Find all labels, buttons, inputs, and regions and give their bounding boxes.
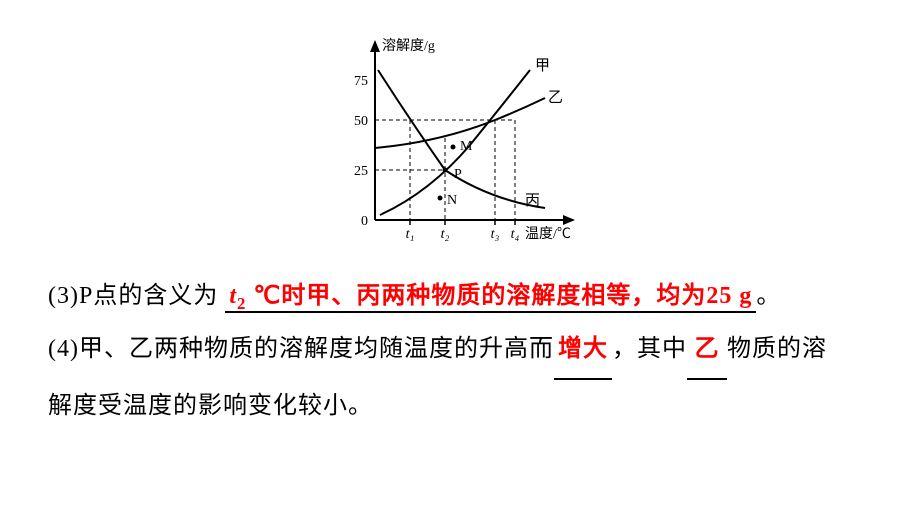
point-p [443, 168, 448, 173]
label-p: P [454, 167, 462, 182]
q3-answer: t2 ℃时甲、丙两种物质的溶解度相等，均为25 g [225, 283, 756, 313]
question-4-line2: 解度受温度的影响变化较小。 [48, 380, 872, 433]
question-3: (3)P点的含义为 t2 ℃时甲、丙两种物质的溶解度相等，均为25 g。 [48, 270, 872, 323]
q4-part4: 解度受温度的影响变化较小。 [48, 393, 373, 419]
y-axis-label: 溶解度/g [382, 38, 435, 54]
xtick-t1: t₁ [406, 227, 415, 242]
q4-part3: 物质的溶 [727, 336, 827, 362]
chart-container: 0 25 50 75 溶解度/g 温度/℃ t₁ t₂ t₃ t₄ 甲 乙 丙 [0, 0, 920, 270]
label-bing: 丙 [525, 193, 540, 209]
x-axis-arrow [563, 215, 575, 225]
label-yi: 乙 [548, 90, 563, 106]
q4-part1: (4)甲、乙两种物质的溶解度均随温度的升高而 [48, 336, 554, 362]
label-jia: 甲 [535, 58, 550, 74]
q4-blank1: 增大 [554, 323, 612, 380]
ytick-25: 25 [354, 164, 368, 179]
point-n [438, 196, 443, 201]
question-4-line1: (4)甲、乙两种物质的溶解度均随温度的升高而增大，其中乙物质的溶 [48, 323, 872, 380]
xtick-t2: t₂ [441, 227, 450, 242]
q4-blank2: 乙 [687, 323, 727, 380]
point-m [451, 145, 456, 150]
ytick-50: 50 [354, 114, 368, 129]
questions-block: (3)P点的含义为 t2 ℃时甲、丙两种物质的溶解度相等，均为25 g。 (4)… [0, 270, 920, 432]
label-m: M [460, 139, 473, 154]
q3-prefix: (3)P点的含义为 [48, 283, 218, 309]
xtick-t4: t₄ [511, 227, 520, 242]
solubility-chart: 0 25 50 75 溶解度/g 温度/℃ t₁ t₂ t₃ t₄ 甲 乙 丙 [320, 30, 600, 250]
y-axis-arrow [370, 40, 380, 52]
q4-part2: ，其中 [612, 336, 687, 362]
q3-suffix: 。 [756, 283, 781, 309]
ytick-75: 75 [354, 74, 368, 89]
x-axis-label: 温度/℃ [525, 226, 571, 242]
xtick-t3: t₃ [491, 227, 500, 242]
label-n: N [447, 193, 457, 208]
ytick-0: 0 [361, 214, 368, 229]
